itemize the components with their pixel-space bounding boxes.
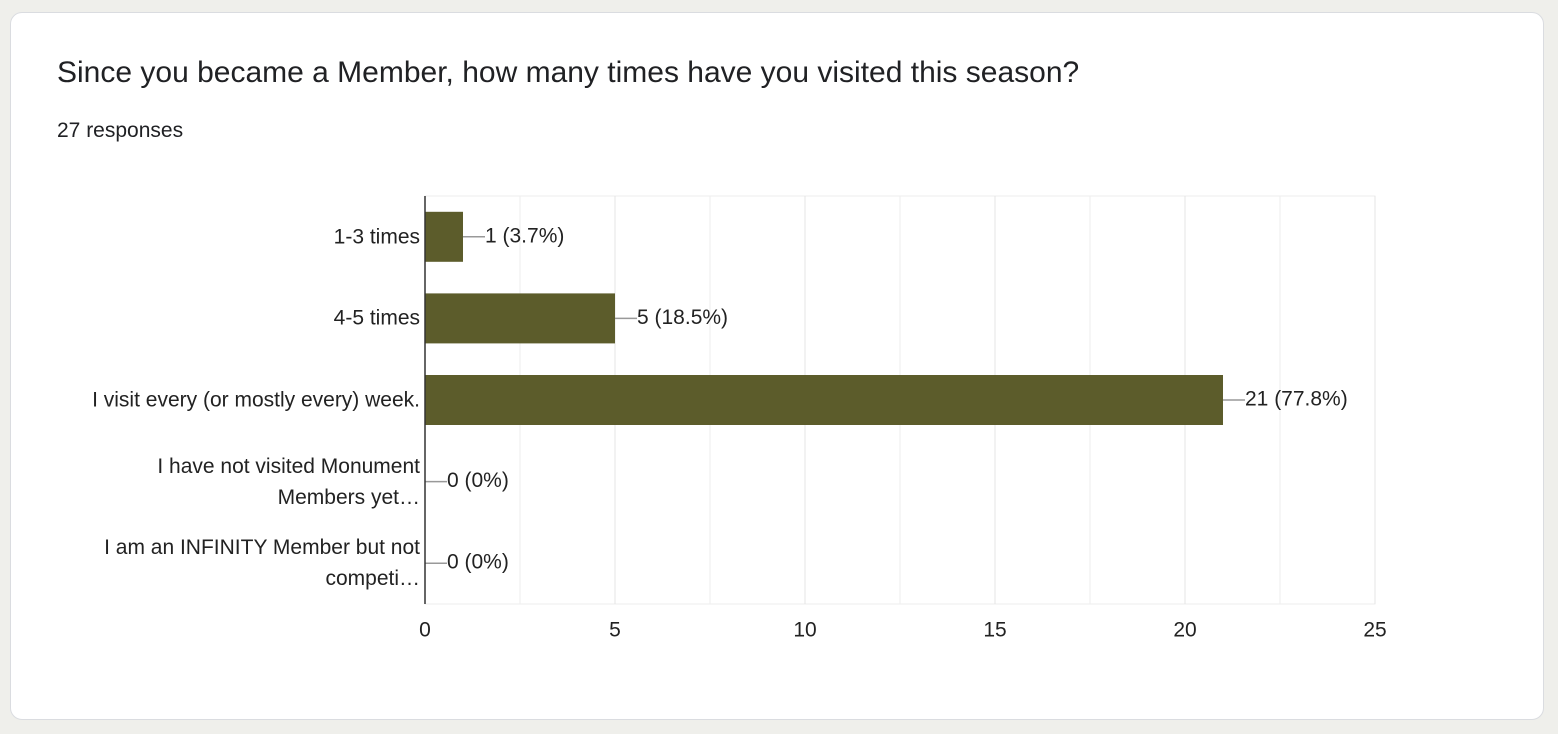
x-tick-label: 0 — [419, 619, 431, 642]
y-tick-label: 1-3 times — [333, 225, 420, 249]
x-tick-label: 5 — [609, 619, 621, 642]
data-label: 1 (3.7%) — [485, 224, 564, 247]
bar — [425, 375, 1223, 425]
y-tick-label: 4-5 times — [333, 306, 420, 330]
bar — [425, 211, 463, 262]
bar — [425, 293, 615, 344]
data-label: 0 (0%) — [447, 469, 509, 492]
x-tick-label: 25 — [1363, 619, 1386, 642]
chart-title: Since you became a Member, how many time… — [57, 56, 1080, 89]
x-tick-label: 15 — [983, 619, 1006, 642]
data-label: 5 (18.5%) — [637, 306, 728, 329]
x-tick-label: 10 — [793, 619, 816, 642]
chart-subtitle: 27 responses — [57, 119, 184, 142]
y-tick-label: I have not visited Monument Members yet… — [157, 454, 420, 509]
data-label: 21 (77.8%) — [1245, 388, 1348, 411]
y-tick-label: I visit every (or mostly every) week. — [92, 388, 420, 412]
card — [10, 12, 1544, 720]
y-tick-label: I am an INFINITY Member but not competi… — [104, 536, 420, 591]
x-tick-label: 20 — [1173, 619, 1196, 642]
data-label: 0 (0%) — [447, 551, 509, 574]
